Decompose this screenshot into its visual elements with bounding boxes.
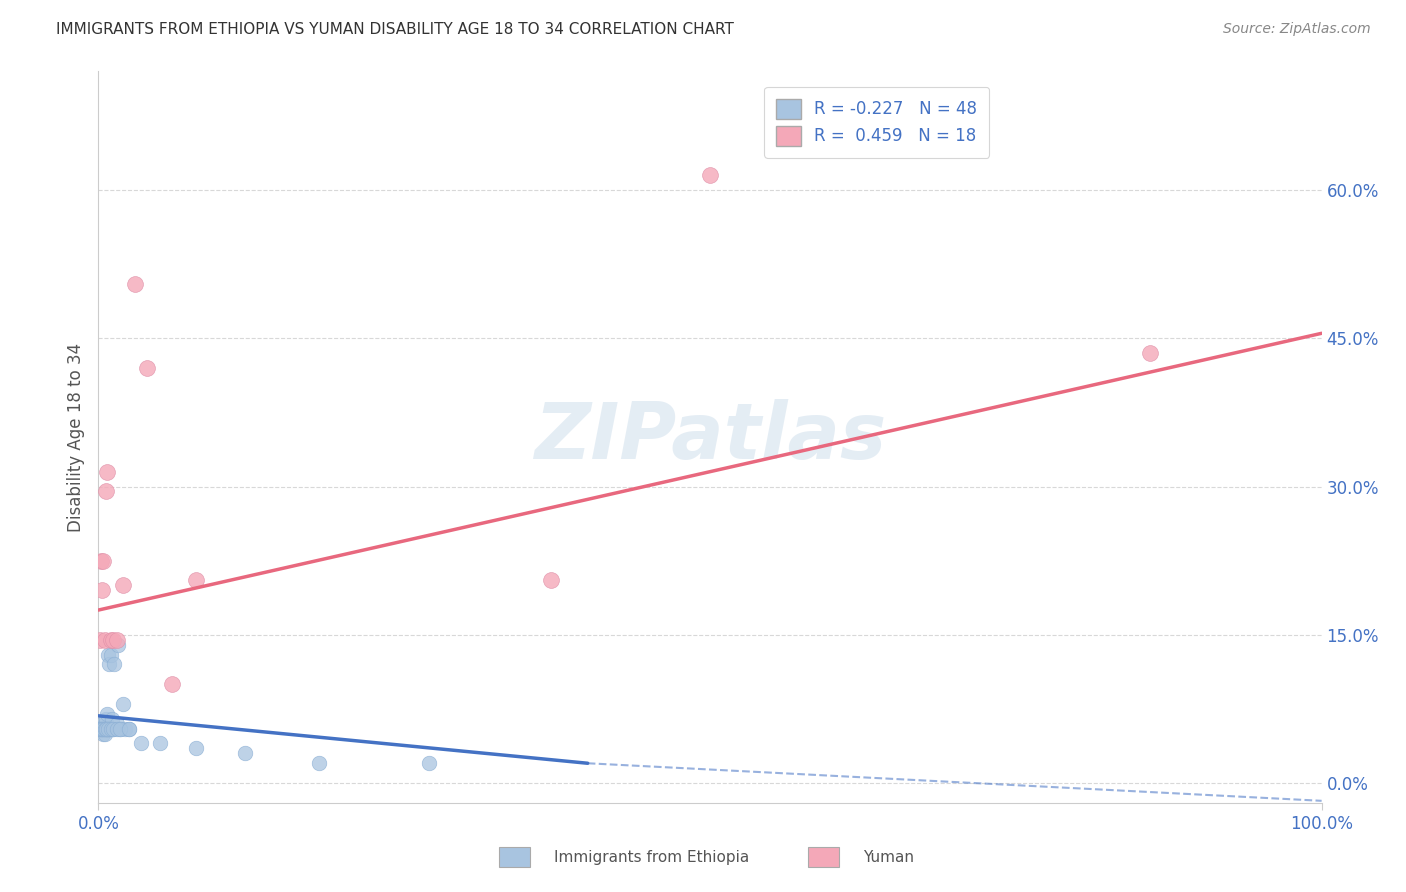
Point: [89, 722, 111, 736]
Point: [97, 648, 120, 662]
Point: [91, 583, 114, 598]
Point: [418, 756, 440, 771]
Point: [1139, 346, 1161, 360]
Point: [124, 277, 146, 291]
Point: [105, 716, 128, 731]
Text: Immigrants from Ethiopia: Immigrants from Ethiopia: [554, 850, 749, 864]
Point: [98, 722, 121, 736]
Point: [100, 722, 122, 736]
Text: IMMIGRANTS FROM ETHIOPIA VS YUMAN DISABILITY AGE 18 TO 34 CORRELATION CHART: IMMIGRANTS FROM ETHIOPIA VS YUMAN DISABI…: [56, 22, 734, 37]
Point: [118, 722, 141, 736]
Legend: R = -0.227   N = 48, R =  0.459   N = 18: R = -0.227 N = 48, R = 0.459 N = 18: [765, 87, 990, 158]
Point: [91, 722, 114, 736]
Point: [97, 722, 120, 736]
Point: [110, 722, 132, 736]
Point: [96, 465, 118, 479]
Point: [97, 722, 120, 736]
Point: [90, 554, 112, 568]
Text: Yuman: Yuman: [863, 850, 914, 864]
Point: [93, 726, 115, 740]
Point: [118, 722, 141, 736]
FancyBboxPatch shape: [808, 847, 839, 867]
Text: ZIPatlas: ZIPatlas: [534, 399, 886, 475]
Point: [111, 578, 134, 592]
Point: [91, 722, 114, 736]
Point: [233, 747, 256, 761]
Point: [107, 638, 129, 652]
Point: [91, 722, 114, 736]
Point: [91, 726, 114, 740]
Point: [101, 722, 124, 736]
Point: [129, 737, 152, 751]
Point: [100, 632, 122, 647]
Point: [186, 574, 208, 588]
Point: [136, 360, 159, 375]
FancyBboxPatch shape: [499, 847, 530, 867]
Point: [89, 632, 111, 647]
Point: [91, 722, 114, 736]
Point: [98, 657, 121, 672]
Point: [94, 712, 117, 726]
Y-axis label: Disability Age 18 to 34: Disability Age 18 to 34: [66, 343, 84, 532]
Point: [100, 648, 122, 662]
Point: [96, 722, 118, 736]
Point: [93, 722, 115, 736]
Point: [105, 632, 128, 647]
Point: [101, 712, 124, 726]
Point: [101, 722, 124, 736]
Point: [100, 722, 122, 736]
Point: [101, 632, 124, 647]
Point: [160, 677, 183, 691]
Point: [91, 554, 114, 568]
Point: [94, 722, 117, 736]
Point: [699, 168, 721, 182]
Point: [308, 756, 330, 771]
Point: [110, 722, 132, 736]
Point: [90, 722, 112, 736]
Point: [91, 722, 114, 736]
Text: Source: ZipAtlas.com: Source: ZipAtlas.com: [1223, 22, 1371, 37]
Point: [186, 741, 208, 756]
Point: [114, 722, 136, 736]
Point: [94, 722, 117, 736]
Point: [540, 574, 562, 588]
Point: [94, 484, 117, 499]
Point: [105, 722, 128, 736]
Point: [90, 722, 112, 736]
Point: [103, 657, 125, 672]
Point: [93, 722, 115, 736]
Point: [111, 697, 134, 711]
Point: [93, 716, 115, 731]
Point: [93, 632, 115, 647]
Point: [90, 722, 112, 736]
Point: [149, 737, 172, 751]
Point: [96, 706, 118, 721]
Point: [89, 722, 111, 736]
Point: [91, 716, 114, 731]
